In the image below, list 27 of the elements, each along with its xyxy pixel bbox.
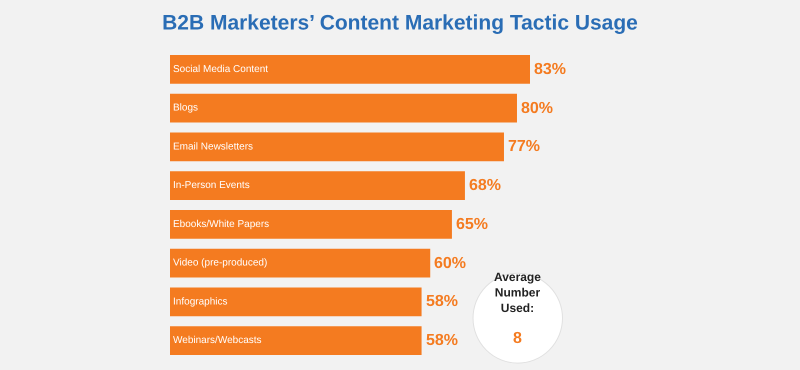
y-tick-label: In-Person Events — [173, 180, 250, 192]
y-tick-label: Video (pre-produced) — [173, 258, 268, 269]
chart-title: B2B Marketers’ Content Marketing Tactic Usage — [162, 12, 638, 34]
data-label: 83% — [534, 61, 566, 78]
data-label: 65% — [456, 216, 488, 233]
y-tick-label: Infographics — [173, 296, 228, 308]
bar — [170, 288, 422, 316]
bar — [170, 248, 430, 278]
annotation: 8 — [513, 330, 522, 347]
bar — [170, 55, 530, 84]
bar — [170, 210, 452, 239]
y-tick-label: Blogs — [173, 102, 198, 114]
bar — [170, 94, 517, 122]
data-label: 58% — [426, 293, 458, 310]
y-tick-label: Webinars/Webcasts — [173, 335, 262, 346]
bar — [170, 326, 422, 355]
data-label: 77% — [508, 138, 540, 155]
y-tick-label: Email Newsletters — [173, 141, 254, 152]
data-label: 68% — [469, 177, 502, 194]
data-label: 60% — [434, 255, 466, 272]
annotation: Average Number Used: — [494, 270, 542, 316]
y-tick-label: Social Media Content — [173, 64, 268, 75]
data-label: 58% — [426, 332, 458, 349]
y-tick-label: Ebooks/White Papers — [173, 218, 270, 230]
bar — [170, 132, 504, 162]
bar — [170, 171, 465, 200]
data-label: 80% — [521, 100, 554, 117]
